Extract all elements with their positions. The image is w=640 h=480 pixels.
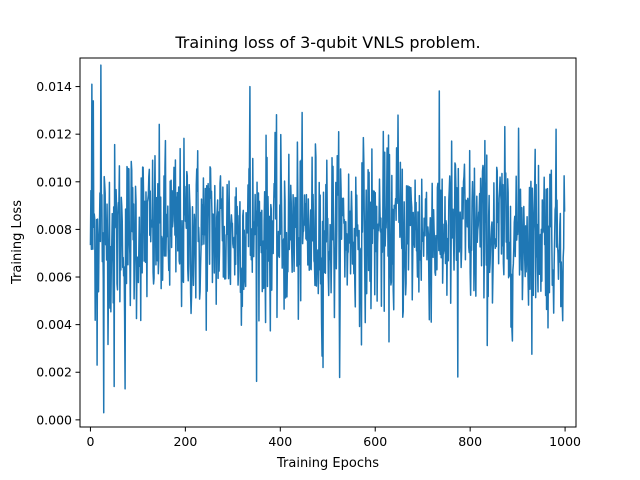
series-layer (89, 64, 566, 414)
x-tick-label: 800 (458, 434, 482, 449)
x-tick-label: 400 (268, 434, 292, 449)
x-axis-label: Training Epochs (276, 456, 379, 471)
x-tick-label: 0 (86, 434, 94, 449)
y-tick-label: 0.010 (36, 174, 72, 189)
x-axis-ticks: 0 200 400 600 800 1000 (86, 427, 581, 449)
plot-frame (79, 57, 577, 428)
y-tick-label: 0.006 (36, 270, 72, 285)
chart-title: Training loss of 3-qubit VNLS problem. (174, 33, 480, 52)
y-axis-label: Training Loss (10, 200, 25, 285)
y-tick-label: 0.014 (36, 79, 72, 94)
x-tick-label: 600 (363, 434, 387, 449)
y-tick-label: 0.008 (36, 222, 72, 237)
y-tick-label: 0.000 (36, 412, 72, 427)
x-tick-label: 1000 (549, 434, 581, 449)
y-tick-label: 0.012 (36, 127, 72, 142)
x-tick-label: 200 (173, 434, 197, 449)
y-tick-label: 0.004 (36, 317, 72, 332)
y-tick-label: 0.002 (36, 365, 72, 380)
y-axis-ticks: 0.000 0.002 0.004 0.006 0.008 0.010 0.012 0.014 (36, 79, 80, 427)
loss-series-line (89, 64, 566, 414)
